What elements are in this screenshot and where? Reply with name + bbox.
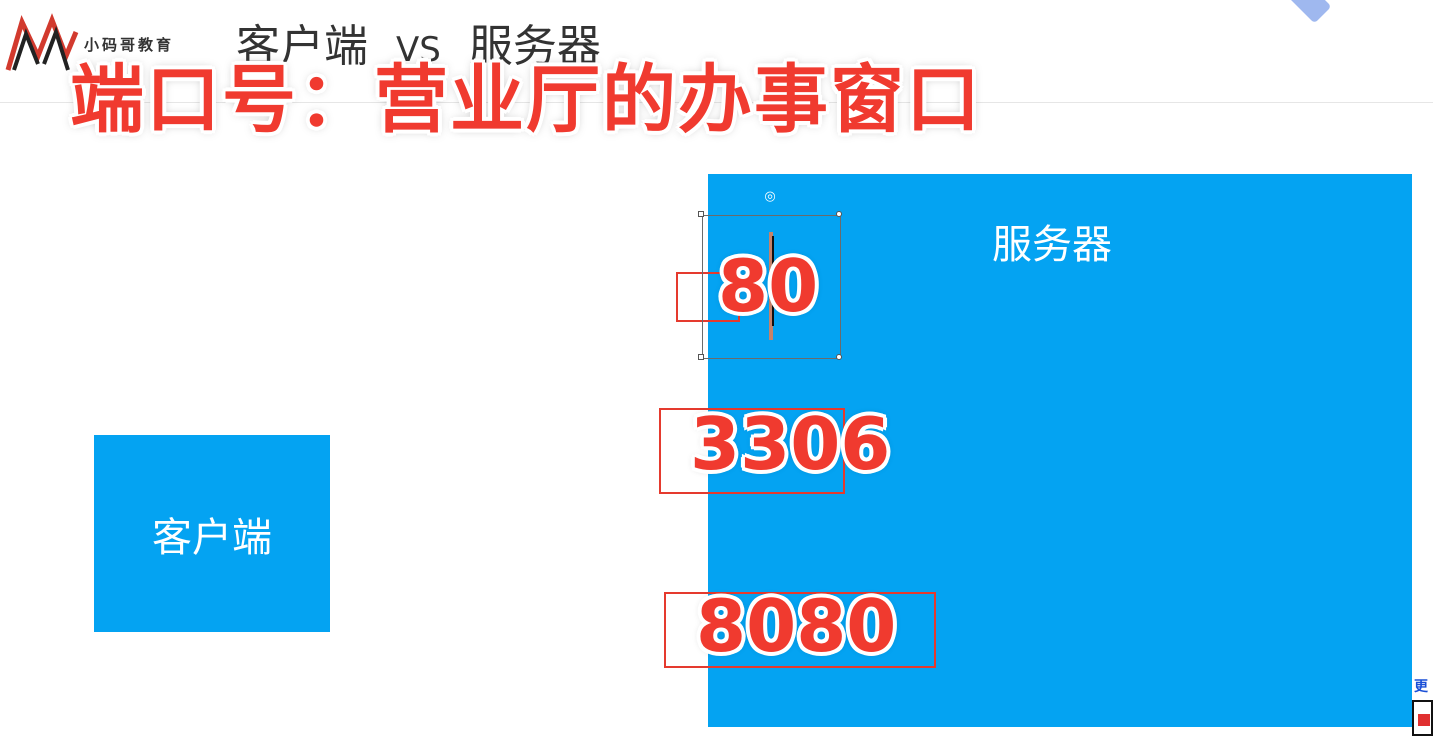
client-box[interactable]: 客户端: [94, 435, 330, 632]
resize-handle[interactable]: [836, 354, 842, 360]
server-box[interactable]: [708, 174, 1412, 727]
text-caret: [772, 236, 774, 326]
title-server: 服务器: [468, 21, 601, 72]
title-client: 客户端: [236, 21, 368, 72]
slide-header: 小码哥教育 客户端 VS 服务器: [0, 0, 1433, 103]
cursor-highlight: [769, 232, 773, 340]
resize-handle[interactable]: [698, 211, 704, 217]
slide-title: 客户端 VS 服务器: [236, 10, 601, 74]
resize-handle[interactable]: [698, 354, 704, 360]
port-frame-8080: [664, 592, 936, 668]
port-number-8080[interactable]: 8080: [696, 584, 897, 668]
resize-handle[interactable]: [836, 211, 842, 217]
qr-code-dot: [1418, 714, 1430, 726]
subtitle-caption: 端口号：营业厅的办事窗口: [70, 57, 982, 143]
port-frame-80: [676, 272, 740, 322]
brand-name: 小码哥教育: [84, 36, 175, 54]
port-number-3306[interactable]: 3306: [690, 402, 891, 486]
port-frame-3306: [659, 408, 845, 494]
text-selection-box[interactable]: [702, 215, 841, 359]
client-label: 客户端: [152, 514, 272, 561]
title-vs: VS: [396, 30, 441, 70]
qr-label: 更: [1414, 679, 1428, 695]
server-label: 服务器: [992, 222, 1112, 268]
corner-decoration: [1280, 0, 1332, 24]
logo-icon: [5, 13, 79, 71]
rotate-handle-icon[interactable]: ◎: [764, 189, 776, 204]
port-number-80[interactable]: 80: [718, 244, 819, 328]
